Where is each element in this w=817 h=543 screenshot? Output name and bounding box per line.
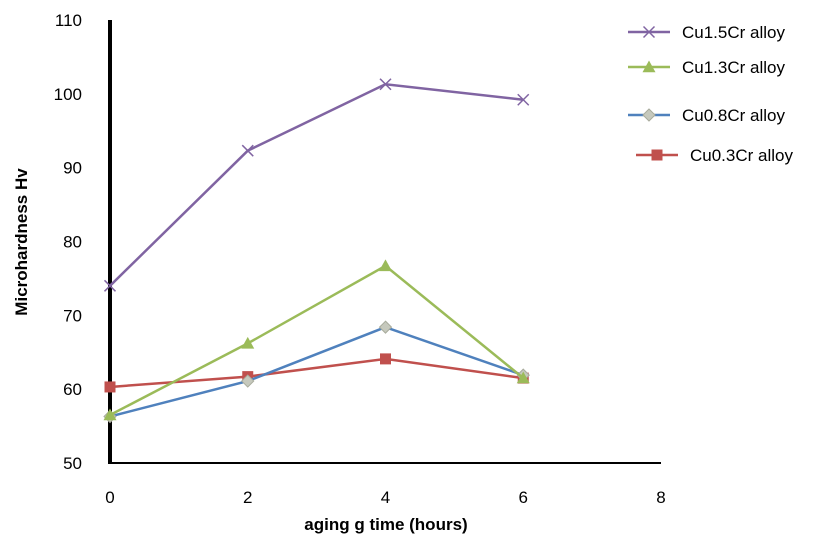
- series-1: [103, 259, 530, 421]
- data-point: [378, 320, 393, 334]
- x-tick-label: 8: [656, 488, 665, 507]
- x-tick-label: 0: [105, 488, 114, 507]
- series-line: [109, 264, 525, 417]
- legend-marker: [642, 25, 656, 39]
- y-tick-label: 70: [63, 306, 82, 325]
- y-axis-title: Microhardness Hv: [12, 168, 31, 316]
- data-point: [241, 144, 254, 157]
- legend-label: Cu0.8Cr alloy: [682, 106, 785, 125]
- series-line: [109, 357, 524, 389]
- legend-label: Cu0.3Cr alloy: [690, 146, 793, 165]
- data-point: [241, 336, 255, 349]
- y-tick-label: 50: [63, 454, 82, 473]
- legend-item: Cu1.3Cr alloy: [628, 58, 785, 77]
- data-point: [517, 93, 530, 106]
- data-point: [516, 371, 530, 384]
- y-tick-label: 60: [63, 380, 82, 399]
- y-tick-label: 100: [54, 85, 82, 104]
- x-axis-title: aging g time (hours): [304, 515, 467, 534]
- data-point: [103, 408, 117, 421]
- series-line: [109, 325, 524, 418]
- y-tick-label: 110: [55, 11, 82, 30]
- x-tick-label: 2: [243, 488, 252, 507]
- legend-marker: [642, 108, 656, 122]
- axes: 50 60 70 80 90 100 110 0 2 4 6 8: [54, 11, 666, 507]
- legend-marker: [642, 60, 656, 73]
- series-2: [103, 320, 530, 424]
- data-point: [103, 279, 117, 292]
- series-layer: [103, 78, 530, 424]
- x-tick-label: 4: [381, 488, 390, 507]
- legend-marker: [651, 149, 663, 161]
- y-tick-label: 90: [63, 159, 82, 178]
- series-0: [103, 78, 530, 292]
- y-tick-label: 80: [63, 233, 82, 252]
- series-line: [109, 82, 524, 287]
- data-point: [241, 374, 255, 388]
- legend-label: Cu1.3Cr alloy: [682, 58, 785, 77]
- series-3: [104, 353, 529, 393]
- legend-item: Cu0.8Cr alloy: [628, 106, 785, 125]
- legend-label: Cu1.5Cr alloy: [682, 23, 785, 42]
- data-point: [104, 381, 116, 393]
- data-point: [380, 353, 391, 365]
- data-point: [379, 78, 392, 91]
- legend-item: Cu0.3Cr alloy: [636, 146, 793, 165]
- legend: Cu1.5Cr alloy Cu1.3Cr alloy Cu0.8Cr alloy C…: [628, 23, 793, 165]
- legend-item: Cu1.5Cr alloy: [628, 23, 785, 42]
- x-tick-label: 6: [519, 488, 528, 507]
- data-point: [379, 259, 392, 272]
